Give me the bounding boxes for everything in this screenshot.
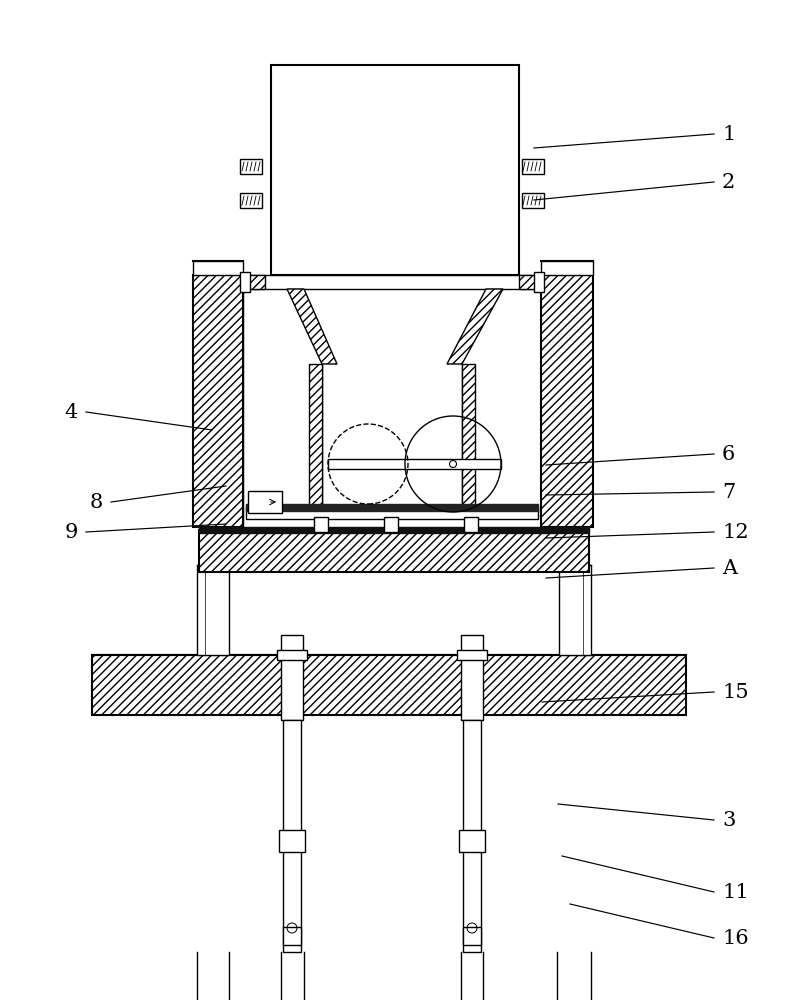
- Bar: [328, 459, 501, 469]
- Bar: [462, 364, 475, 517]
- Bar: [559, 565, 591, 655]
- Bar: [193, 261, 243, 275]
- Bar: [464, 517, 478, 532]
- Bar: [92, 655, 686, 715]
- Bar: [459, 830, 485, 852]
- Bar: [463, 720, 481, 952]
- Text: 8: 8: [90, 492, 103, 512]
- Text: A: A: [722, 558, 737, 578]
- Text: 1: 1: [722, 124, 735, 143]
- Polygon shape: [447, 289, 503, 364]
- Bar: [279, 830, 305, 852]
- Bar: [283, 927, 301, 945]
- Bar: [199, 530, 589, 572]
- Text: 6: 6: [722, 444, 735, 464]
- Text: 16: 16: [722, 928, 749, 948]
- Text: 7: 7: [722, 483, 735, 502]
- Bar: [243, 275, 541, 289]
- Bar: [197, 565, 229, 655]
- Bar: [240, 272, 250, 292]
- Bar: [271, 65, 519, 275]
- Bar: [519, 275, 541, 289]
- Bar: [240, 159, 262, 174]
- Bar: [193, 275, 243, 527]
- Bar: [522, 193, 544, 208]
- Bar: [246, 504, 538, 511]
- Bar: [240, 193, 262, 208]
- Bar: [314, 517, 328, 532]
- Bar: [522, 159, 544, 174]
- Circle shape: [450, 460, 457, 468]
- Bar: [534, 272, 544, 292]
- Bar: [283, 720, 301, 952]
- Bar: [243, 275, 265, 289]
- Bar: [248, 491, 282, 513]
- Bar: [277, 650, 307, 660]
- Bar: [246, 507, 538, 519]
- Bar: [281, 635, 303, 720]
- Polygon shape: [287, 289, 337, 364]
- Bar: [541, 261, 593, 275]
- Bar: [457, 650, 487, 660]
- Text: 9: 9: [65, 522, 78, 542]
- Bar: [384, 517, 398, 532]
- Bar: [461, 635, 483, 720]
- Text: 3: 3: [722, 810, 735, 830]
- Bar: [199, 527, 589, 533]
- Text: 11: 11: [722, 882, 749, 902]
- Text: 2: 2: [722, 172, 735, 192]
- Bar: [309, 364, 322, 517]
- Bar: [463, 927, 481, 945]
- Bar: [541, 275, 593, 527]
- Text: 12: 12: [722, 522, 749, 542]
- Text: 4: 4: [65, 402, 78, 422]
- Text: 15: 15: [722, 682, 749, 702]
